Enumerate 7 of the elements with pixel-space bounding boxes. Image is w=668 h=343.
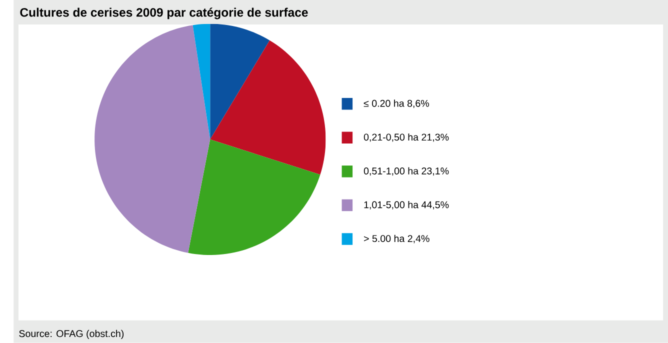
legend-label: 0,51-1,00 ha 23,1% xyxy=(364,167,449,176)
chart-title: Cultures de cerises 2009 par catégorie de surface xyxy=(20,8,308,20)
legend-label: ≤ 0.20 ha 8,6% xyxy=(364,100,430,108)
legend-label: 1,01-5,00 ha 44,5% xyxy=(364,201,449,210)
legend-label: > 5.00 ha 2,4% xyxy=(364,234,430,244)
source-note: Source: OFAG (obst.ch) xyxy=(19,330,124,340)
legend-label: 0,21-0,50 ha 21,3% xyxy=(364,134,449,142)
